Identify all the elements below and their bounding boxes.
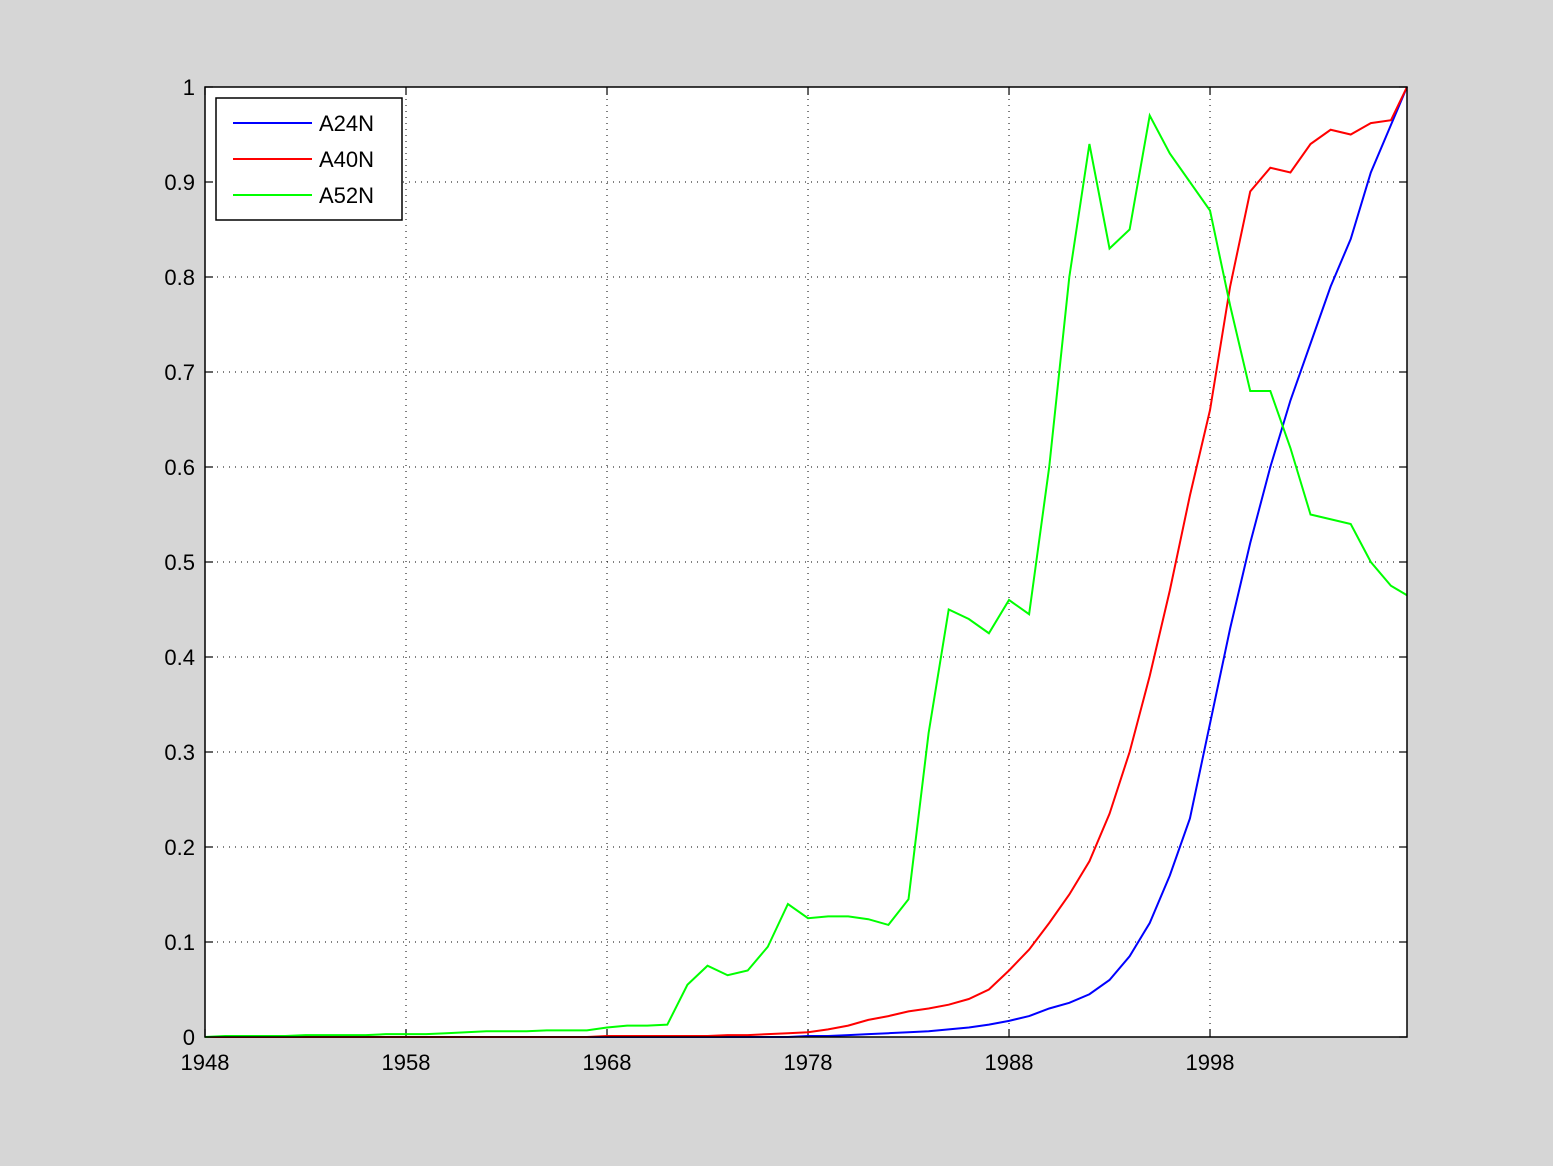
legend-label: A24N [319,111,374,136]
y-tick-label: 0.4 [164,645,195,670]
legend-label: A40N [319,147,374,172]
x-tick-label: 1988 [985,1050,1034,1075]
x-tick-label: 1998 [1186,1050,1235,1075]
y-tick-label: 0 [183,1025,195,1050]
x-tick-label: 1978 [784,1050,833,1075]
y-tick-label: 0.9 [164,170,195,195]
y-tick-label: 0.3 [164,740,195,765]
series-line [204,112,1408,1038]
y-tick-label: 0.7 [164,360,195,385]
x-tick-label: 1968 [583,1050,632,1075]
y-tick-label: 0.8 [164,265,195,290]
x-tick-label: 1948 [181,1050,230,1075]
x-tick-label: 1958 [382,1050,431,1075]
y-tick-label: 0.6 [164,455,195,480]
y-tick-label: 0.1 [164,930,195,955]
legend: A24N A40N A52N [215,97,403,221]
legend-label: A52N [319,183,374,208]
plot-frame [204,86,1408,1038]
y-tick-label: 0.2 [164,835,195,860]
y-tick-label: 1 [183,75,195,100]
y-tick-label: 0.5 [164,550,195,575]
